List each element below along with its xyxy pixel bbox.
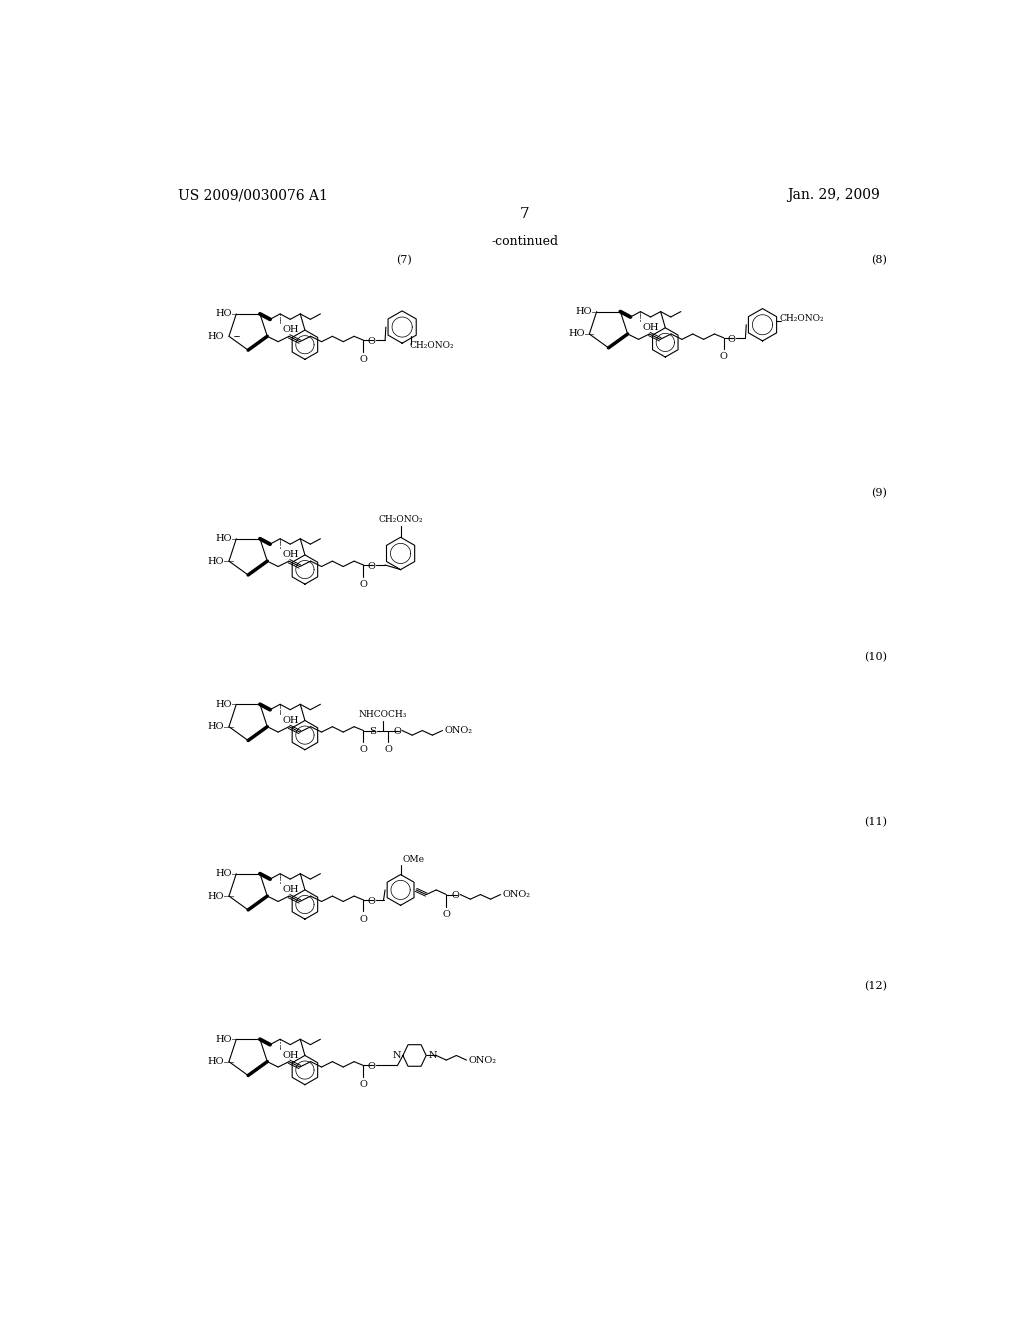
Text: CH₂ONO₂: CH₂ONO₂	[378, 515, 423, 524]
Text: HO: HO	[208, 557, 224, 566]
Text: Jan. 29, 2009: Jan. 29, 2009	[787, 189, 880, 202]
Text: O: O	[452, 891, 460, 900]
Text: O: O	[359, 746, 368, 754]
Text: OH: OH	[283, 550, 299, 560]
Text: N: N	[428, 1051, 437, 1060]
Text: (9): (9)	[871, 488, 888, 499]
Text: (8): (8)	[871, 255, 888, 265]
Text: O: O	[359, 355, 368, 364]
Text: O: O	[368, 562, 375, 572]
Text: 7: 7	[520, 207, 529, 220]
Text: HO: HO	[215, 700, 231, 709]
Text: (12): (12)	[864, 981, 888, 991]
Text: HO: HO	[215, 535, 231, 544]
Text: (11): (11)	[864, 817, 888, 828]
Text: HO: HO	[215, 309, 231, 318]
Text: OH: OH	[283, 1051, 299, 1060]
Text: O: O	[393, 727, 401, 737]
Text: HO: HO	[208, 1057, 224, 1067]
Text: O: O	[368, 1063, 375, 1072]
Text: -continued: -continued	[492, 235, 558, 248]
Text: OH: OH	[283, 886, 299, 894]
Text: ONO₂: ONO₂	[469, 1056, 497, 1065]
Text: ONO₂: ONO₂	[444, 726, 473, 735]
Text: OH: OH	[643, 323, 659, 333]
Text: O: O	[359, 915, 368, 924]
Text: ONO₂: ONO₂	[503, 890, 530, 899]
Text: (7): (7)	[396, 255, 412, 265]
Text: US 2009/0030076 A1: US 2009/0030076 A1	[178, 189, 329, 202]
Text: (10): (10)	[864, 652, 888, 663]
Text: HO: HO	[208, 331, 224, 341]
Text: HO: HO	[208, 891, 224, 900]
Text: OH: OH	[283, 715, 299, 725]
Text: HO: HO	[215, 869, 231, 878]
Text: N: N	[392, 1051, 400, 1060]
Text: HO: HO	[215, 1035, 231, 1044]
Text: O: O	[442, 909, 451, 919]
Text: O: O	[384, 746, 392, 754]
Text: O: O	[368, 896, 375, 906]
Text: O: O	[728, 335, 735, 343]
Text: S: S	[369, 727, 376, 737]
Text: O: O	[368, 337, 375, 346]
Text: NHCOCH₃: NHCOCH₃	[358, 710, 407, 719]
Text: CH₂ONO₂: CH₂ONO₂	[410, 341, 455, 350]
Text: O: O	[720, 352, 728, 362]
Text: O: O	[359, 1080, 368, 1089]
Text: OMe: OMe	[402, 855, 424, 863]
Text: OH: OH	[283, 326, 299, 334]
Text: HO: HO	[575, 308, 592, 315]
Text: HO: HO	[208, 722, 224, 731]
Text: O: O	[359, 579, 368, 589]
Text: HO: HO	[568, 330, 585, 338]
Text: CH₂ONO₂: CH₂ONO₂	[779, 314, 824, 323]
